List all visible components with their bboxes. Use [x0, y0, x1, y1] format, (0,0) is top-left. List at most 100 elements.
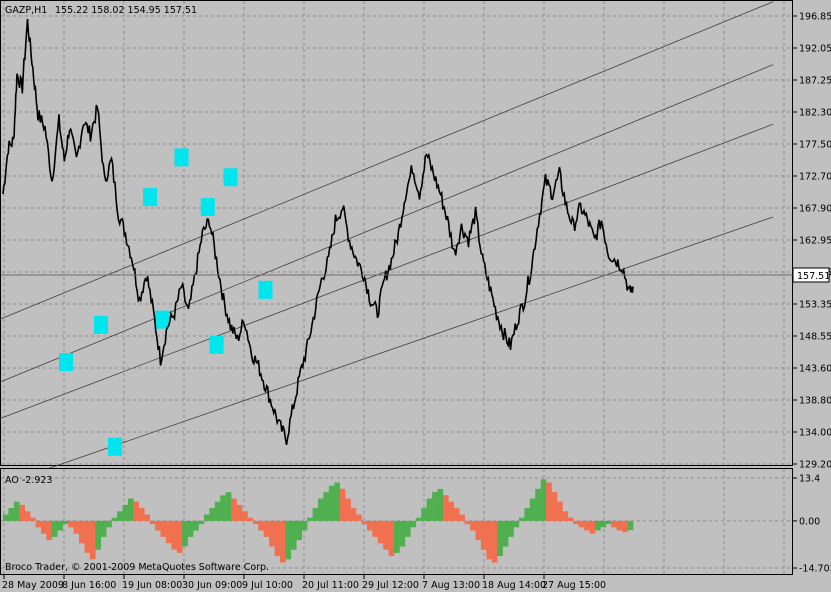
- time-tick-label: 8 Jun 16:00: [62, 580, 116, 591]
- ao-bar: [62, 520, 69, 525]
- current-price-tag-box: [792, 267, 830, 283]
- ao-bar: [546, 482, 552, 521]
- ao-bar: [100, 520, 107, 537]
- ao-bar: [616, 520, 623, 531]
- ao-bar: [567, 517, 574, 521]
- pivot-marker: [223, 168, 238, 187]
- pivot-marker: [59, 353, 73, 372]
- ao-bar: [46, 520, 53, 541]
- symbol-label: GAZP,H1: [5, 5, 47, 16]
- price-tick-label: 172.70: [799, 172, 831, 183]
- ao-bar: [453, 508, 460, 521]
- ao-bar: [437, 488, 444, 521]
- time-tick-label: 9 Jul 10:00: [242, 580, 293, 591]
- ao-bar: [508, 520, 514, 537]
- ao-bar: [95, 520, 101, 550]
- ao-bar: [611, 520, 617, 528]
- ao-bar: [426, 498, 433, 521]
- ao-bar: [518, 517, 525, 521]
- ao-bar: [203, 514, 210, 521]
- ao-bar: [535, 488, 541, 521]
- pivot-marker: [143, 188, 157, 207]
- ao-bar: [290, 520, 297, 550]
- pivot-marker: [94, 315, 108, 334]
- price-tick-label: 167.90: [799, 204, 831, 215]
- price-tick-label: 182.30: [799, 108, 831, 119]
- ao-bar: [356, 514, 362, 521]
- ao-label: AO -2.923: [5, 475, 52, 486]
- ao-bar: [394, 520, 400, 553]
- time-tick-label: 29 Jul 12:00: [362, 580, 419, 591]
- ao-bar: [280, 520, 286, 563]
- ao-bar: [480, 520, 487, 550]
- ao-bar: [307, 517, 313, 521]
- price-tick-label: 134.00: [799, 428, 831, 439]
- ao-bar: [584, 520, 590, 531]
- ao-bar: [3, 514, 9, 521]
- ao-bar: [19, 504, 25, 521]
- price-tick-label: 129.20: [799, 460, 831, 471]
- ao-bar: [214, 501, 221, 521]
- price-tick-label: 196.85: [799, 12, 831, 23]
- ao-bar: [589, 520, 596, 534]
- ao-bar: [388, 520, 395, 557]
- price-panel-frame: [0, 0, 793, 466]
- ao-bar: [144, 514, 150, 521]
- time-tick-label: 19 Jun 08:00: [122, 580, 182, 591]
- ao-bar: [318, 498, 324, 521]
- ao-bar: [24, 511, 31, 521]
- ao-panel[interactable]: AO -2.923 Broco Trader, © 2001-2009 Meta…: [0, 468, 793, 575]
- ao-bar: [464, 520, 471, 525]
- current-price-tag: 157.51: [792, 267, 830, 283]
- ao-bar: [442, 495, 449, 521]
- pivot-marker: [258, 280, 273, 299]
- pivot-markers: [59, 148, 273, 456]
- ao-bar: [622, 520, 628, 533]
- ao-bar: [432, 492, 438, 521]
- current-price-tag-value: 157.51: [797, 271, 830, 282]
- pivot-marker: [174, 148, 189, 167]
- ao-bar: [41, 520, 47, 534]
- ao-bar: [133, 501, 139, 521]
- time-tick-label: 27 Aug 15:00: [542, 580, 606, 591]
- time-tick-label: 7 Aug 13:00: [422, 580, 480, 591]
- ao-bar: [84, 520, 91, 553]
- ao-bar: [551, 492, 558, 521]
- ao-bar: [8, 508, 15, 521]
- ao-bar: [198, 520, 205, 525]
- time-tick-label: 18 Aug 14:00: [482, 580, 546, 591]
- ao-bar: [73, 520, 80, 534]
- ao-bar: [366, 520, 373, 531]
- ao-bar: [30, 517, 36, 521]
- price-tick-label: 143.60: [799, 364, 831, 375]
- ao-bar: [149, 520, 156, 525]
- ao-bar: [155, 520, 161, 531]
- pivot-marker: [200, 198, 215, 217]
- ao-bar: [220, 495, 226, 521]
- price-panel[interactable]: GAZP,H1 155.22 158.02 154.95 157.51: [0, 0, 793, 525]
- ao-bar: [399, 520, 406, 547]
- ao-bar: [187, 520, 194, 537]
- ao-bar: [247, 517, 254, 521]
- ao-bar: [470, 520, 476, 531]
- ao-histogram: [3, 479, 634, 563]
- ao-bar: [345, 498, 351, 521]
- ao-bar: [182, 520, 188, 547]
- ao-bar: [165, 520, 172, 544]
- ao-bar: [242, 511, 248, 521]
- price-tick-label: 187.25: [799, 76, 831, 87]
- ao-bar: [79, 520, 85, 544]
- ao-bar: [377, 520, 384, 544]
- ao-bar: [448, 501, 454, 521]
- ao-bar: [252, 520, 259, 525]
- price-tick-label: 153.35: [799, 300, 831, 311]
- ao-bar: [486, 520, 493, 560]
- time-tick-label: 30 Jun 09:00: [182, 580, 242, 591]
- ao-bar: [285, 520, 292, 560]
- time-tick-label: 20 Jul 11:00: [302, 580, 359, 591]
- ao-bar: [475, 520, 482, 541]
- ao-bar: [117, 511, 123, 521]
- ao-bar: [595, 520, 601, 531]
